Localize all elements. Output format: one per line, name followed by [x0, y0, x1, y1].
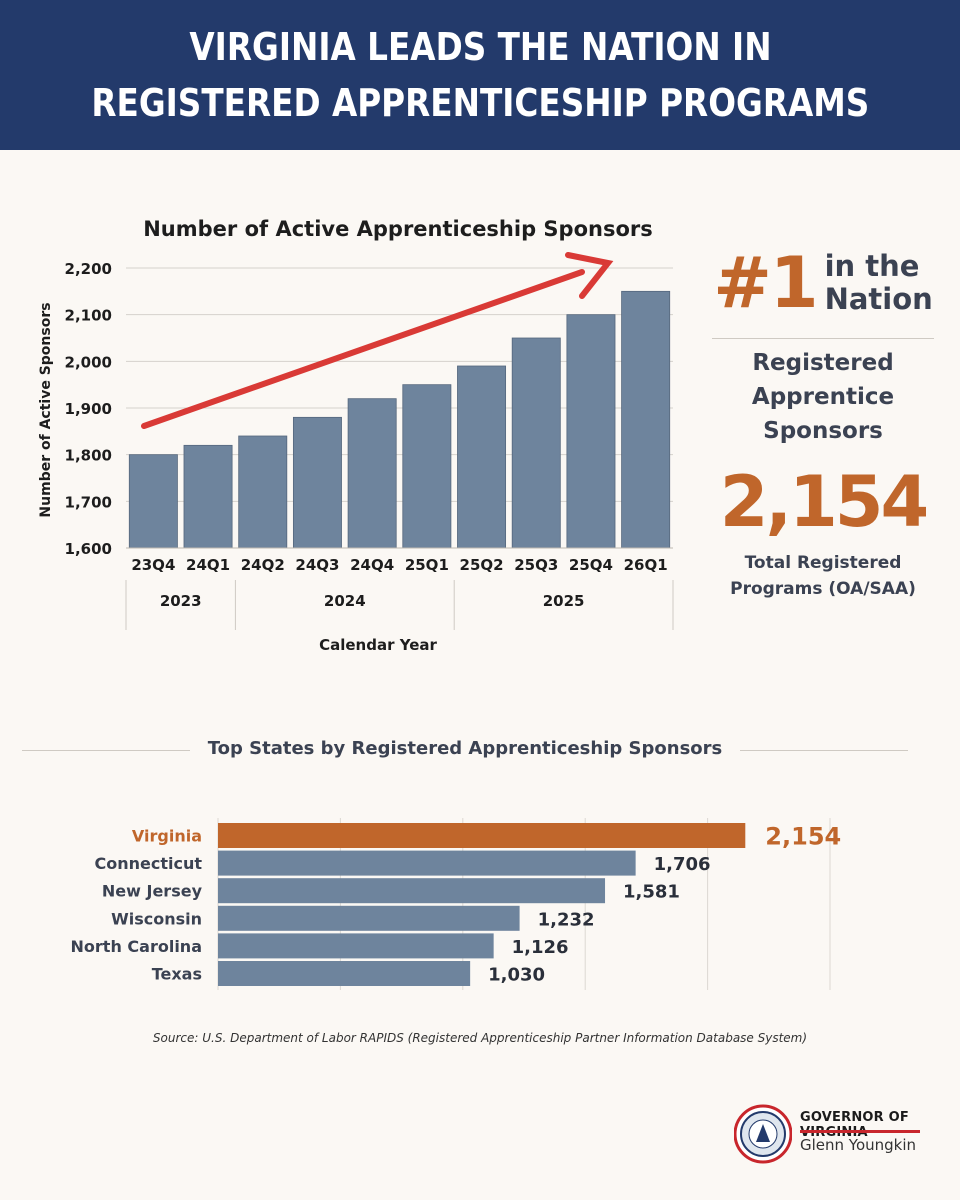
header-banner: VIRGINIA LEADS THE NATION IN REGISTERED … — [0, 0, 960, 150]
y-tick-label: 2,000 — [65, 353, 112, 371]
y-tick-label: 2,200 — [65, 260, 112, 278]
rank-suffix: in the Nation — [825, 250, 933, 316]
value-label: 1,126 — [512, 937, 569, 958]
stat-label: Registered Apprentice Sponsors — [712, 346, 934, 448]
y-tick-label: 2,100 — [65, 307, 112, 325]
governor-rule — [800, 1130, 920, 1133]
x-tick-label: 25Q2 — [460, 556, 504, 574]
state-label: New Jersey — [102, 882, 203, 901]
x-tick-label: 24Q2 — [241, 556, 285, 574]
x-tick-label: 26Q1 — [624, 556, 668, 574]
stat-label-line-2: Apprentice — [751, 384, 895, 410]
value-label: 1,232 — [538, 909, 595, 930]
value-label: 1,581 — [623, 882, 680, 903]
bar-wisconsin — [218, 905, 520, 931]
bar-26Q1 — [621, 290, 671, 549]
rank-suffix-line-2: Nation — [824, 282, 933, 316]
bar-25Q2 — [457, 365, 507, 549]
x-tick-label: 25Q3 — [514, 556, 558, 574]
stats-divider — [712, 338, 934, 339]
y-tick-label: 1,800 — [65, 447, 112, 465]
governor-seal-icon — [734, 1104, 792, 1164]
x-tick-label: 25Q4 — [569, 556, 613, 574]
stat-subtitle-line-2: Programs (OA/SAA) — [730, 579, 916, 599]
section-title: Top States by Registered Apprenticeship … — [207, 738, 723, 759]
section-rule-right — [740, 750, 908, 751]
bar-24Q1 — [183, 444, 233, 549]
rank-suffix-line-1: in the — [824, 249, 920, 283]
trend-arrow — [141, 252, 614, 429]
headline-line-1: VIRGINIA LEADS THE NATION IN — [188, 25, 772, 69]
bar-25Q4 — [566, 314, 616, 549]
x-axis-label: Calendar Year — [319, 636, 437, 654]
sponsors-bar-chart: Number of Active Apprenticeship Sponsors… — [38, 217, 674, 654]
bar-24Q2 — [238, 435, 288, 549]
year-group-label: 2025 — [543, 592, 585, 610]
year-group-label: 2023 — [160, 592, 202, 610]
x-tick-label: 24Q4 — [350, 556, 394, 574]
value-label: 1,030 — [488, 965, 545, 986]
bar-24Q4 — [347, 398, 397, 549]
stat-subtitle: Total Registered Programs (OA/SAA) — [712, 550, 934, 602]
state-label: Wisconsin — [111, 909, 202, 928]
stat-label-line-3: Sponsors — [763, 418, 883, 444]
bar-connecticut — [218, 850, 636, 876]
y-axis-label: Number of Active Sponsors — [38, 302, 54, 517]
bar-texas — [218, 961, 471, 986]
chart-title: Number of Active Apprenticeship Sponsors — [143, 217, 653, 241]
value-label: 2,154 — [765, 823, 841, 851]
bar-23Q4 — [128, 454, 178, 549]
x-tick-label: 24Q3 — [295, 556, 339, 574]
x-tick-label: 23Q4 — [131, 556, 175, 574]
state-label: Texas — [152, 965, 202, 984]
stat-value: 2,154 — [719, 461, 929, 543]
governor-name: Glenn Youngkin — [800, 1136, 917, 1154]
headline-line-2: REGISTERED APPRENTICESHIP PROGRAMS — [90, 81, 870, 125]
y-tick-label: 1,700 — [65, 493, 112, 511]
x-tick-label: 25Q1 — [405, 556, 449, 574]
value-label: 1,706 — [654, 854, 711, 875]
bar-24Q3 — [292, 416, 342, 549]
state-label: Connecticut — [94, 854, 202, 873]
bar-25Q3 — [511, 337, 561, 549]
state-label: Virginia — [132, 827, 202, 846]
rank-callout: #1 in the Nation — [712, 248, 934, 318]
bar-north-carolina — [218, 933, 494, 959]
stat-subtitle-line-1: Total Registered — [744, 553, 902, 573]
y-tick-label: 1,900 — [65, 400, 112, 418]
source-note: Source: U.S. Department of Labor RAPIDS … — [152, 1031, 808, 1045]
stat-label-line-1: Registered — [752, 350, 894, 376]
x-tick-label: 24Q1 — [186, 556, 230, 574]
rank-number: #1 — [713, 242, 818, 324]
bar-virginia — [218, 823, 746, 848]
state-label: North Carolina — [71, 937, 202, 956]
section-rule-left — [22, 750, 190, 751]
bar-new-jersey — [218, 878, 606, 904]
year-group-label: 2024 — [324, 592, 366, 610]
top-states-bar-chart: Virginia Connecticut New Jersey Wisconsin No… — [71, 818, 841, 990]
y-tick-label: 1,600 — [65, 540, 112, 558]
bar-25Q1 — [402, 384, 452, 549]
